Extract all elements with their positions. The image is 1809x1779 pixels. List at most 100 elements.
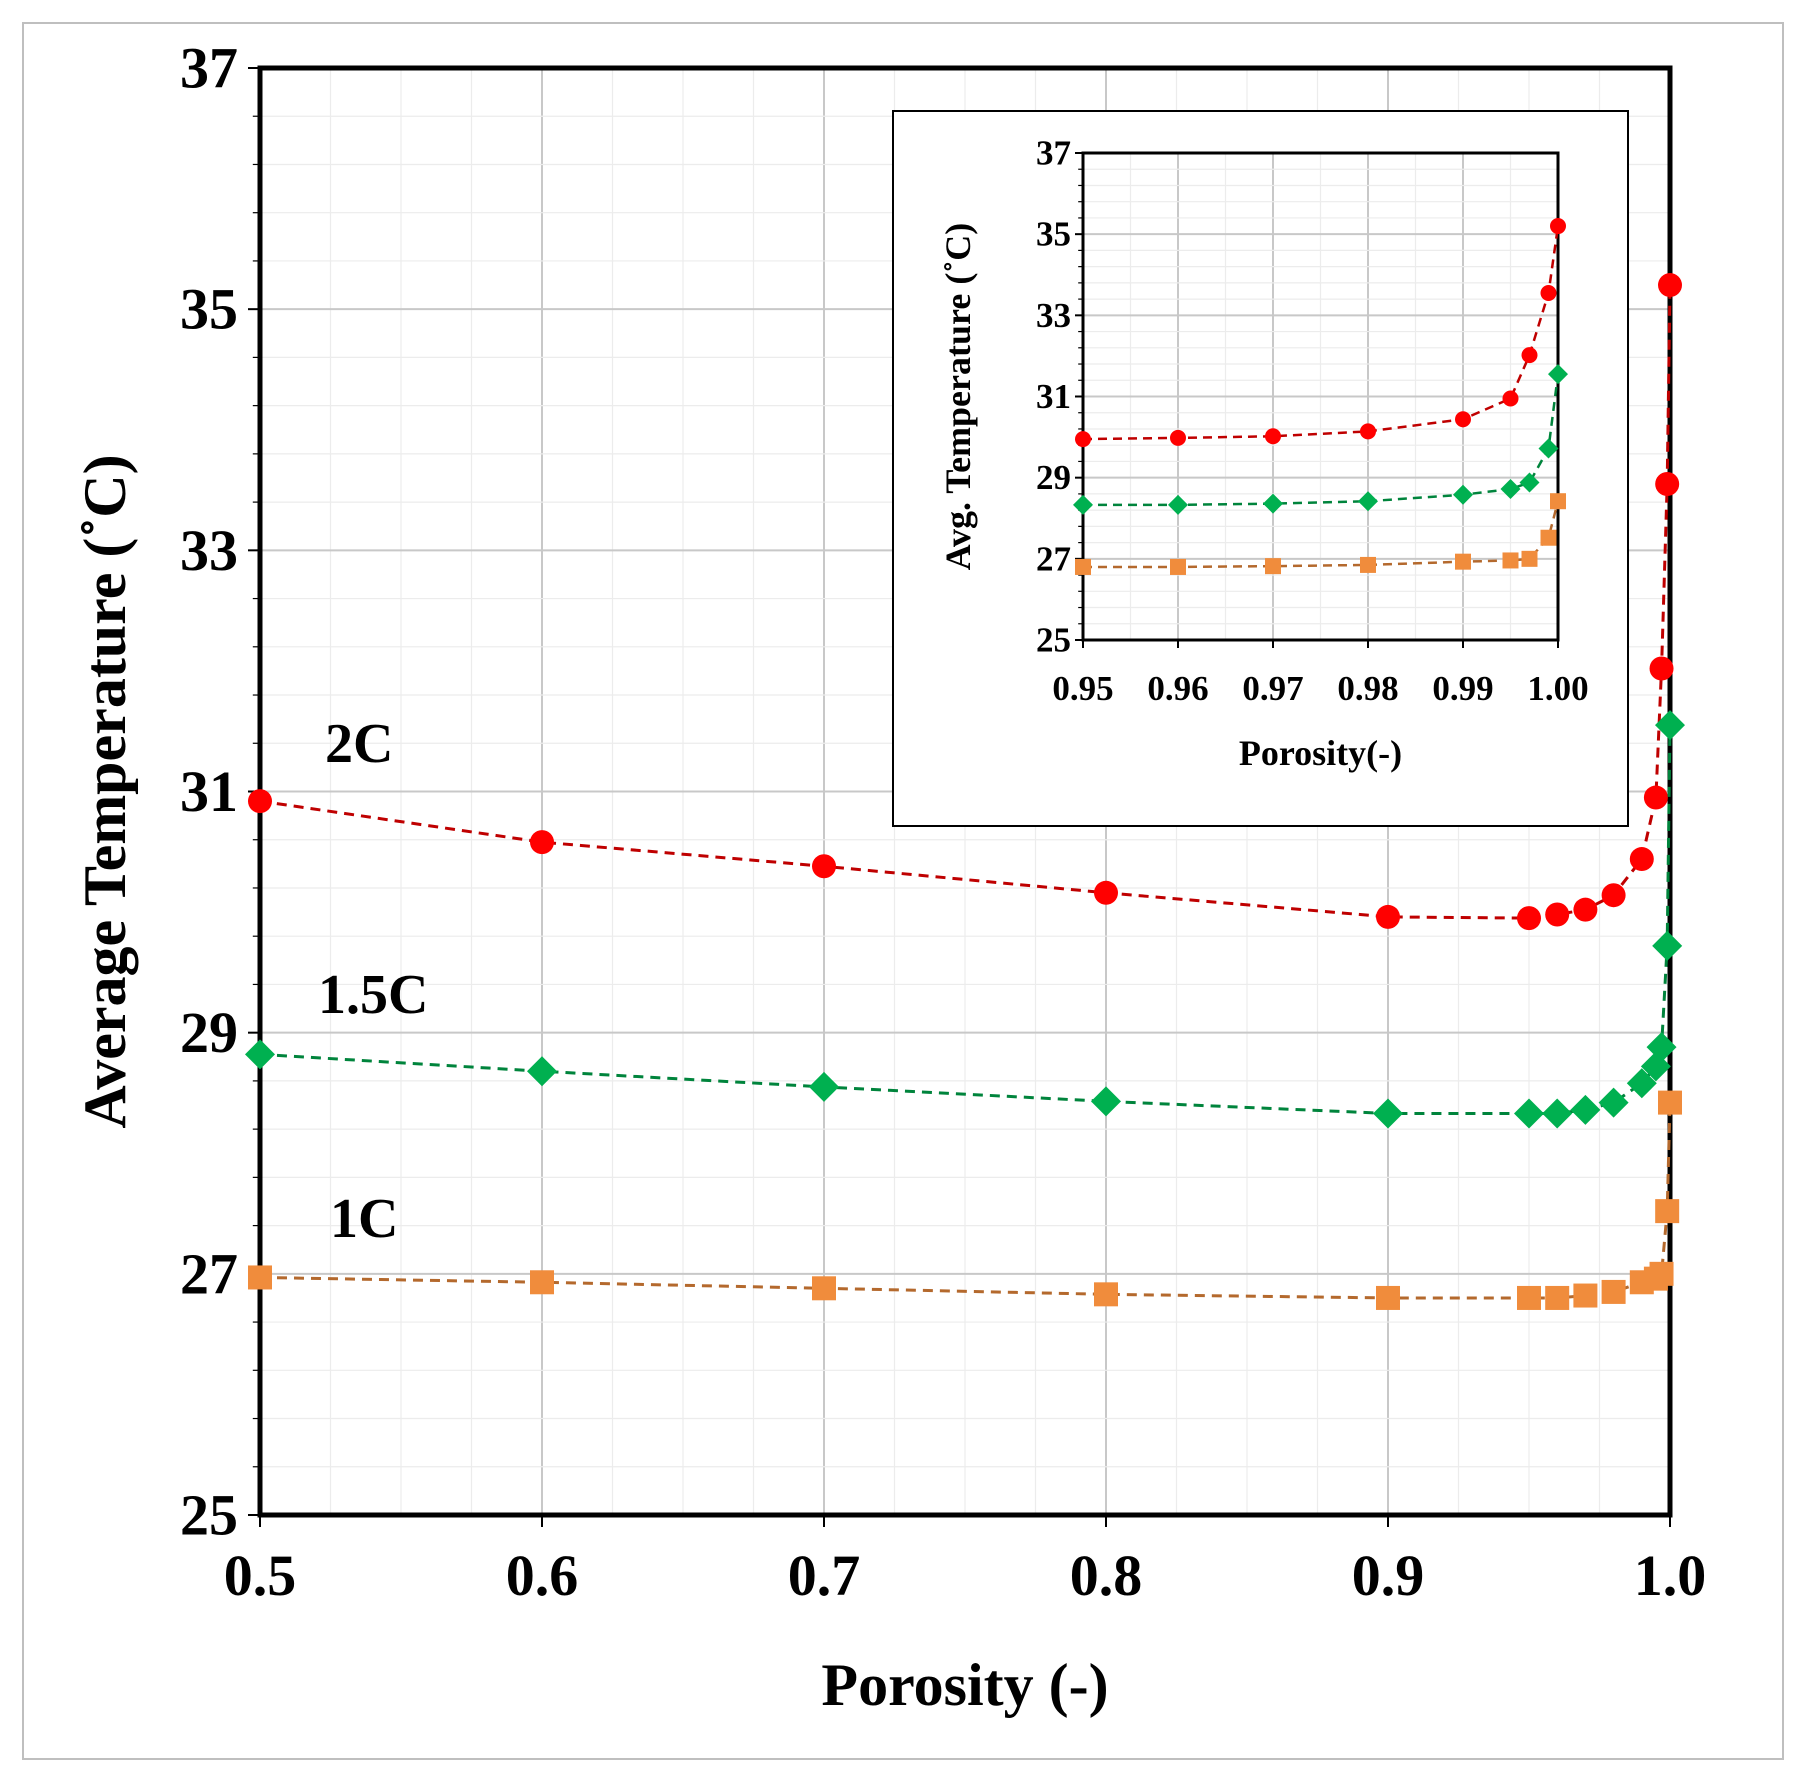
data-point: [527, 1056, 557, 1087]
data-point: [809, 1071, 839, 1102]
data-point: [1502, 552, 1519, 569]
data-point: [248, 1265, 272, 1290]
y-tick-label: 25: [180, 1483, 238, 1548]
x-tick-label: 0.99: [1432, 669, 1493, 708]
data-point: [812, 854, 836, 879]
series-1.5C: 1.5C: [245, 710, 1685, 1129]
data-point: [1373, 1098, 1403, 1129]
data-point: [1094, 880, 1118, 905]
data-point: [1376, 904, 1400, 929]
data-point: [1094, 1282, 1118, 1307]
series-label: 1C: [330, 1188, 398, 1250]
data-point: [1502, 390, 1519, 407]
x-tick-label: 0.7: [788, 1543, 861, 1608]
y-tick-label: 37: [180, 36, 238, 101]
data-point: [1075, 558, 1091, 575]
data-point: [1521, 550, 1538, 567]
tick-marks-inset: [1075, 152, 1559, 648]
x-tick-label: 0.96: [1147, 669, 1208, 708]
data-point: [530, 1270, 554, 1295]
y-tick-label: 29: [180, 1000, 238, 1065]
data-point: [1455, 411, 1471, 428]
data-point: [1517, 906, 1541, 931]
data-point: [1542, 1098, 1573, 1129]
y-tick-label: 31: [180, 759, 238, 824]
data-point: [1573, 897, 1598, 922]
data-point: [1550, 218, 1566, 235]
data-point: [1601, 883, 1626, 908]
data-point: [1170, 558, 1186, 575]
data-point: [1658, 273, 1682, 298]
series-1.5C: [1073, 364, 1568, 515]
data-point: [1548, 364, 1568, 385]
data-point: [1545, 902, 1570, 927]
chart-inset: 0.95 0.96 0.97 0.98 0.99 1.00 25 27 29 31 33 35 37 Po…: [892, 110, 1629, 827]
y-tick-label: 31: [1036, 377, 1071, 416]
x-tick-label: 0.95: [1052, 669, 1113, 708]
data-point: [1550, 493, 1566, 510]
series-1C: 1C: [248, 1090, 1682, 1310]
data-point: [1601, 1279, 1626, 1304]
series-label: 1.5C: [318, 964, 428, 1026]
data-point: [1655, 1199, 1680, 1224]
data-point: [1658, 1090, 1682, 1115]
x-tick-label: 1.0: [1634, 1543, 1707, 1608]
series-2C: 2C: [248, 273, 1682, 931]
data-point: [1519, 472, 1540, 493]
series-1C: [1075, 493, 1566, 575]
data-point: [1265, 558, 1281, 575]
series-label: 2C: [325, 713, 393, 775]
series-line: [259, 1102, 1672, 1300]
y-tick-label: 29: [1036, 458, 1071, 497]
data-point: [1649, 1261, 1674, 1286]
data-point: [1091, 1086, 1121, 1117]
x-tick-label: 0.97: [1242, 669, 1303, 708]
data-point: [1265, 428, 1281, 445]
data-point: [1358, 491, 1378, 512]
data-point: [1629, 847, 1654, 872]
data-point: [1540, 529, 1557, 546]
x-axis-title: Porosity (-): [821, 1652, 1108, 1718]
data-point: [1538, 438, 1559, 459]
data-point: [1360, 423, 1376, 440]
x-tick-label: 0.5: [224, 1543, 297, 1608]
data-point: [1570, 1094, 1601, 1125]
data-point: [1643, 785, 1668, 810]
y-tick-label: 27: [180, 1241, 238, 1306]
data-point: [530, 830, 554, 855]
data-point: [1545, 1285, 1570, 1310]
data-point: [1649, 656, 1674, 681]
series-2C: [1075, 218, 1566, 448]
data-point: [248, 789, 272, 814]
x-tick-label: 0.98: [1337, 669, 1398, 708]
x-tick-label: 0.6: [506, 1543, 579, 1608]
y-tick-label: 35: [180, 277, 238, 342]
data-point: [1075, 431, 1091, 448]
series-line: [259, 285, 1672, 920]
data-point: [1626, 1068, 1657, 1099]
data-point: [1652, 930, 1683, 961]
data-point: [1500, 479, 1521, 500]
y-tick-label: 27: [1036, 539, 1071, 578]
inset-box: [892, 110, 1629, 827]
data-point: [1455, 553, 1471, 570]
data-point: [1517, 1285, 1541, 1310]
data-point: [1168, 494, 1188, 515]
data-point: [1376, 1285, 1400, 1310]
y-axis-title: Avg. Temperature (˚C): [938, 223, 978, 571]
x-tick-label: 0.9: [1352, 1543, 1425, 1608]
y-tick-label: 25: [1036, 621, 1071, 660]
data-point: [245, 1039, 275, 1070]
x-tick-label: 1.00: [1527, 669, 1588, 708]
data-point: [1170, 429, 1186, 446]
y-tick-label: 35: [1036, 215, 1071, 254]
data-point: [1540, 285, 1557, 302]
y-axis-title: Average Temperature (˚C): [72, 454, 138, 1128]
data-point: [1360, 556, 1376, 573]
data-point: [1073, 494, 1093, 515]
y-tick-label: 33: [180, 518, 238, 583]
x-tick-label: 0.8: [1070, 1543, 1143, 1608]
data-point: [1453, 484, 1473, 505]
y-tick-label: 37: [1036, 134, 1071, 173]
